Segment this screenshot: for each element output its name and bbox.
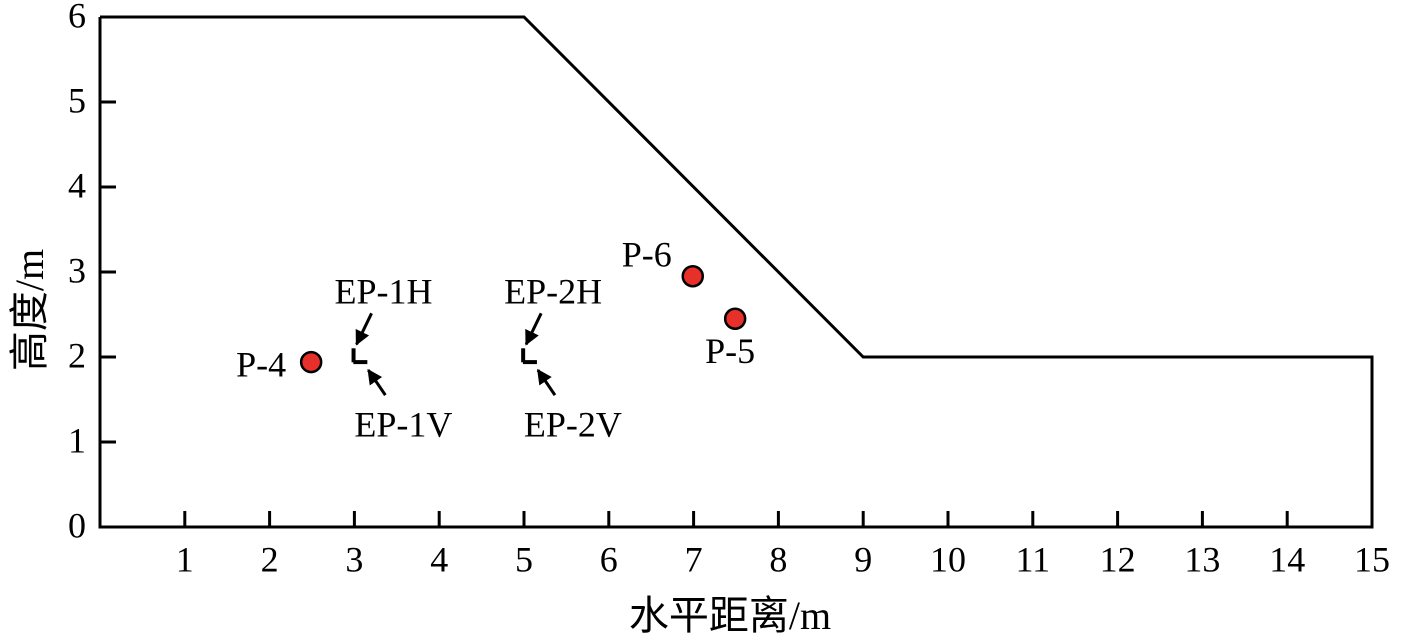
x-tick-label: 13: [1184, 539, 1220, 579]
x-tick-label: 7: [685, 539, 703, 579]
x-tick-label: 2: [261, 539, 279, 579]
x-tick-label: 15: [1354, 539, 1390, 579]
arrow: [367, 368, 387, 396]
y-tick-label: 3: [68, 250, 86, 290]
y-tick-label: 4: [68, 165, 86, 205]
point-label: P-5: [705, 331, 755, 371]
x-tick-label: 4: [430, 539, 448, 579]
y-axis-title: 高度/m: [7, 249, 52, 371]
slope-outline: [100, 15, 1374, 527]
gauge-label: EP-1H: [335, 272, 433, 312]
x-tick-label: 5: [515, 539, 533, 579]
arrow: [524, 312, 543, 346]
gauge-label: EP-2H: [504, 272, 602, 312]
y-tick-label: 2: [68, 335, 86, 375]
y-tick-label: 0: [68, 505, 86, 545]
point: [299, 350, 323, 374]
gauge-label: EP-1V: [354, 404, 452, 444]
x-tick-label: 10: [930, 539, 966, 579]
x-axis-title: 水平距离/m: [629, 593, 831, 638]
x-tick-label: 1: [176, 539, 194, 579]
x-tick-label: 3: [345, 539, 363, 579]
gauge-label: EP-2V: [524, 404, 622, 444]
x-tick-label: 6: [600, 539, 618, 579]
x-tick-label: 12: [1100, 539, 1136, 579]
x-tick-label: 9: [854, 539, 872, 579]
x-tick-label: 14: [1269, 539, 1305, 579]
y-tick-label: 1: [68, 420, 86, 460]
arrow: [355, 312, 373, 346]
point-label: P-6: [622, 235, 672, 275]
x-tick-label: 8: [769, 539, 787, 579]
point-label: P-4: [236, 344, 286, 384]
point: [723, 307, 747, 330]
arrow: [536, 368, 557, 396]
y-tick-label: 6: [68, 0, 86, 35]
y-tick-label: 5: [68, 80, 86, 120]
point: [681, 265, 705, 288]
x-tick-label: 11: [1015, 539, 1050, 579]
